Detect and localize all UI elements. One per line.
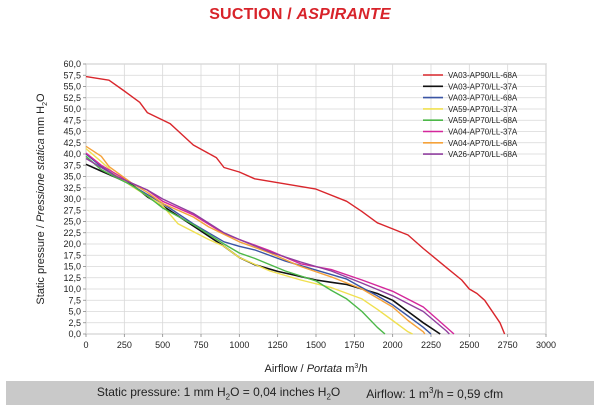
y-tick-label: 55,0 xyxy=(63,82,81,92)
x-tick-label: 2250 xyxy=(421,340,441,350)
y-tick-label: 50,0 xyxy=(63,104,81,114)
pressure-airflow-chart: 0,02,55,0 7,510,012,515,0 17,520,022,525,0… xyxy=(35,59,556,375)
x-tick-label: 500 xyxy=(155,340,170,350)
airflow-sup: 3 xyxy=(428,385,434,395)
series-line-va03-ap90-ll-68a xyxy=(85,75,506,335)
static-pressure-suffix: O = 0,04 inches H xyxy=(230,384,327,399)
chart-title-italic: ASPIRANTE xyxy=(296,6,391,23)
y-tick-label: 42,5 xyxy=(63,138,81,148)
y-tick-label: 52,5 xyxy=(63,93,81,103)
x-tick-label: 0 xyxy=(83,340,88,350)
series-line-va59-ap70-ll-68a xyxy=(85,155,386,335)
x-tick-label: 1500 xyxy=(306,340,326,350)
y-tick-label: 60,0 xyxy=(63,59,81,69)
y-tick-label: 47,5 xyxy=(63,115,81,125)
y-axis-title: Static pressure / Pressione statica mm H… xyxy=(35,93,49,305)
x-tick-label: 2500 xyxy=(459,340,479,350)
static-pressure-conversion: Static pressure: 1 mm H2O = 0,04 inches … xyxy=(97,385,340,401)
legend-label: VA03-AP70/LL-37A xyxy=(448,82,518,91)
legend-label: VA26-AP70/LL-68A xyxy=(448,150,518,159)
x-tick-label: 2000 xyxy=(383,340,403,350)
chart-series xyxy=(85,75,506,335)
y-tick-label: 45,0 xyxy=(63,127,81,137)
x-tick-label: 1000 xyxy=(229,340,249,350)
y-tick-label: 32,5 xyxy=(63,183,81,193)
legend-label: VA04-AP70/LL-68A xyxy=(448,139,518,148)
y-tick-label: 22,5 xyxy=(63,228,81,238)
x-tick-label: 1750 xyxy=(344,340,364,350)
chart-axes: 0,02,55,0 7,510,012,515,0 17,520,022,525,0… xyxy=(63,59,556,350)
y-tick-label: 37,5 xyxy=(63,160,81,170)
static-pressure-sub2: 2 xyxy=(326,392,331,402)
chart-title-main: SUCTION / xyxy=(209,6,297,23)
conversion-footer: Static pressure: 1 mm H2O = 0,04 inches … xyxy=(6,381,594,405)
y-tick-label: 7,5 xyxy=(68,295,81,305)
y-tick-label: 17,5 xyxy=(63,250,81,260)
y-tick-label: 12,5 xyxy=(63,273,81,283)
y-tick-label: 5,0 xyxy=(68,307,81,317)
static-pressure-sub: 2 xyxy=(225,392,231,402)
series-line-va04-ap70-ll-68a xyxy=(85,145,426,335)
airflow-conversion: Airflow: 1 m3/h = 0,59 cfm xyxy=(366,386,503,401)
y-tick-label: 30,0 xyxy=(63,194,81,204)
legend-label: VA03-AP70/LL-68A xyxy=(448,94,518,103)
airflow-suffix: /h = 0,59 cfm xyxy=(433,386,504,401)
y-tick-label: 27,5 xyxy=(63,205,81,215)
y-tick-label: 25,0 xyxy=(63,217,81,227)
y-tick-label: 15,0 xyxy=(63,262,81,272)
y-tick-label: 2,5 xyxy=(68,318,81,328)
x-tick-label: 2750 xyxy=(498,340,518,350)
static-pressure-prefix: Static pressure: 1 mm H xyxy=(96,384,226,399)
legend-label: VA59-AP70/LL-68A xyxy=(448,116,518,125)
legend-label: VA04-AP70/LL-37A xyxy=(448,128,518,137)
y-tick-label: 20,0 xyxy=(63,239,81,249)
y-tick-label: 10,0 xyxy=(63,284,81,294)
x-tick-label: 250 xyxy=(117,340,132,350)
chart-axis-labels: Airflow / Portata m3/h Static pressure / … xyxy=(35,93,367,375)
legend-label: VA59-AP70/LL-37A xyxy=(448,105,518,114)
y-tick-label: 0,0 xyxy=(68,329,81,339)
legend-label: VA03-AP90/LL-68A xyxy=(448,71,518,80)
y-tick-label: 35,0 xyxy=(63,172,81,182)
airflow-prefix: Airflow: 1 m xyxy=(366,386,429,401)
x-tick-label: 3000 xyxy=(536,340,556,350)
chart-legend: VA03-AP90/LL-68A VA03-AP70/LL-37A VA03-AP7… xyxy=(423,71,518,159)
chart-title: SUCTION / ASPIRANTE xyxy=(0,6,600,24)
y-tick-label: 57,5 xyxy=(63,70,81,80)
series-line-va26-ap70-ll-68a xyxy=(85,157,450,335)
static-pressure-end: O xyxy=(330,384,341,399)
x-tick-label: 1250 xyxy=(268,340,288,350)
x-axis-title: Airflow / Portata m3/h xyxy=(265,363,368,375)
x-tick-label: 750 xyxy=(193,340,208,350)
y-tick-label: 40,0 xyxy=(63,149,81,159)
